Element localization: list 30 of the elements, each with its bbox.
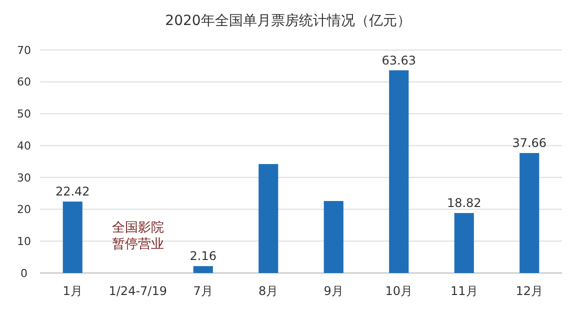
data-label: 18.82 bbox=[446, 196, 482, 210]
annotation: 全国影院暂停营业 bbox=[112, 220, 164, 252]
bar bbox=[193, 266, 213, 273]
x-tick-label: 1/24-7/19 bbox=[108, 284, 167, 298]
bar bbox=[324, 201, 344, 273]
x-tick-label: 11月 bbox=[450, 284, 478, 298]
bar bbox=[258, 164, 278, 273]
data-label: 22.42 bbox=[55, 184, 90, 199]
bar bbox=[62, 202, 82, 273]
y-tick-label: 50 bbox=[17, 108, 31, 121]
y-tick-label: 40 bbox=[17, 139, 31, 152]
x-tick-label: 8月 bbox=[258, 284, 278, 298]
x-tick-label: 10月 bbox=[385, 284, 413, 298]
y-tick-label: 70 bbox=[17, 44, 31, 57]
y-tick-label: 20 bbox=[17, 203, 31, 216]
data-label: 63.63 bbox=[382, 53, 416, 68]
y-tick-label: 30 bbox=[17, 171, 31, 184]
x-tick-label: 12月 bbox=[516, 284, 544, 298]
x-tick-label: 7月 bbox=[193, 284, 213, 298]
data-label: 2.16 bbox=[190, 249, 216, 264]
chart-title: 2020年全国单月票房统计情况（亿元） bbox=[165, 13, 411, 29]
y-tick-label: 0 bbox=[20, 266, 28, 280]
data-label: 37.66 bbox=[512, 136, 547, 150]
x-tick-label: 9月 bbox=[324, 284, 344, 298]
x-tick-label: 1月 bbox=[62, 284, 82, 298]
bar bbox=[389, 70, 409, 273]
y-tick-label: 10 bbox=[17, 234, 31, 248]
y-tick-label: 60 bbox=[17, 76, 31, 89]
bar bbox=[520, 153, 540, 273]
bar bbox=[454, 213, 474, 273]
